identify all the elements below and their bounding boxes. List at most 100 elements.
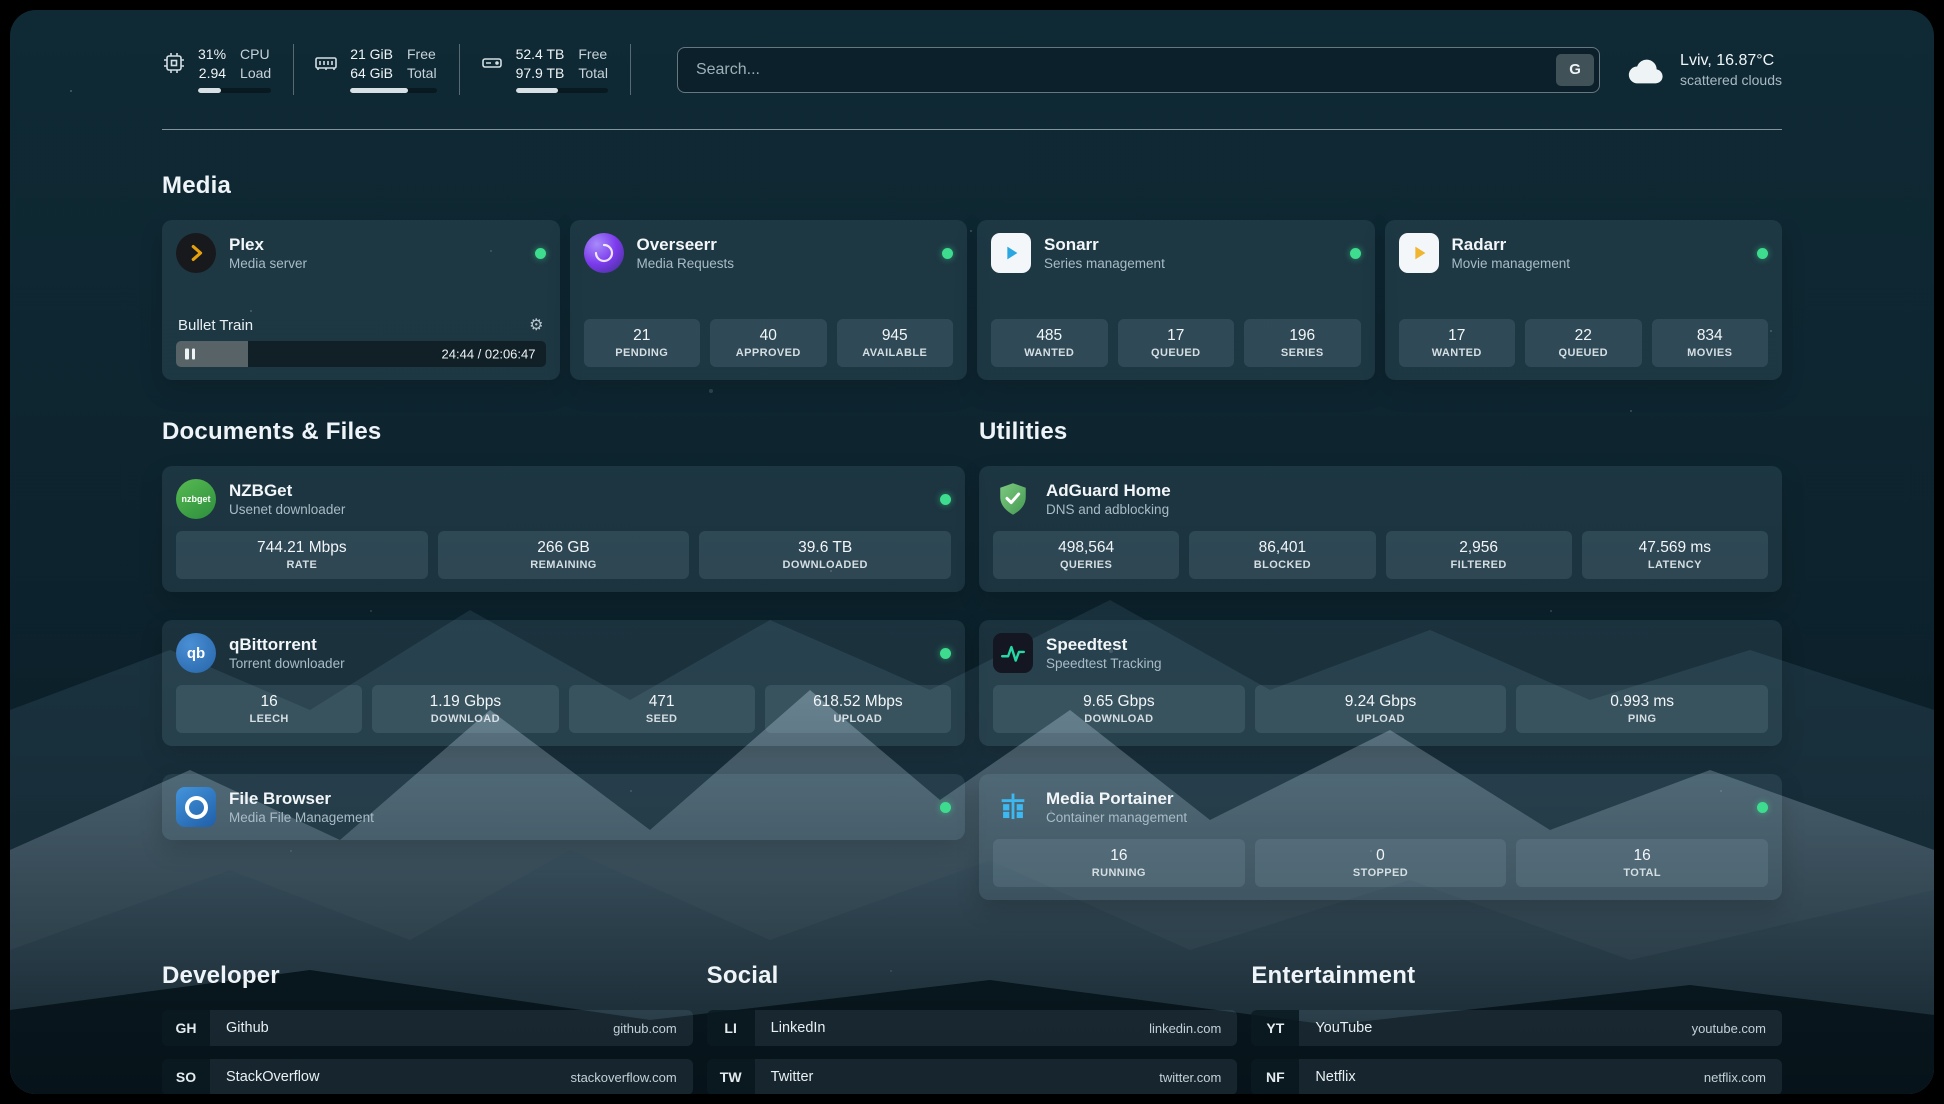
section-social: Social LI LinkedIn linkedin.com TW Twitt…	[706, 962, 1238, 1094]
service-description: Media Requests	[636, 256, 735, 271]
stat-tile: 2,956 FILTERED	[1385, 531, 1572, 579]
stat-tile: 16 LEECH	[176, 685, 363, 733]
bookmark-stackoverflow[interactable]: SO StackOverflow stackoverflow.com	[162, 1059, 693, 1094]
search-input[interactable]	[677, 60, 1552, 79]
service-card-speedtest[interactable]: Speedtest Speedtest Tracking 9.65 Gbps D…	[979, 620, 1782, 746]
status-dot-online	[1757, 247, 1768, 259]
plex-icon	[176, 233, 216, 273]
service-card-nzbget[interactable]: nzbget NZBGet Usenet downloader 744.21 M…	[162, 466, 965, 592]
stat-tile: 196 SERIES	[1244, 319, 1361, 367]
service-description: Series management	[1044, 256, 1165, 271]
memory-total-label: Total	[407, 65, 437, 81]
bookmark-abbr: SO	[162, 1059, 210, 1094]
bookmark-name: YouTube	[1315, 1020, 1373, 1036]
bookmark-url: netflix.com	[1703, 1069, 1766, 1085]
service-name: NZBGet	[229, 481, 293, 500]
bookmark-twitter[interactable]: TW Twitter twitter.com	[706, 1059, 1238, 1094]
disk-total-label: Total	[578, 65, 608, 81]
status-dot-online	[942, 247, 953, 259]
status-dot-online	[940, 493, 951, 505]
bookmark-url: github.com	[613, 1020, 677, 1036]
radarr-icon	[1398, 233, 1439, 273]
stat-tile: 39.6 TB DOWNLOADED	[699, 531, 951, 579]
service-card-adguard[interactable]: AdGuard Home DNS and adblocking 498,564 …	[979, 466, 1782, 592]
now-playing-title: Bullet Train	[178, 317, 254, 334]
service-card-qbittorrent[interactable]: qb qBittorrent Torrent downloader 16	[162, 620, 965, 746]
service-card-radarr[interactable]: Radarr Movie management 17 WANTED 2	[1384, 220, 1782, 380]
bookmark-youtube[interactable]: YT YouTube youtube.com	[1251, 1010, 1782, 1046]
stat-tile: 17 QUEUED	[1117, 319, 1234, 367]
bookmark-abbr: YT	[1251, 1010, 1300, 1046]
bookmark-name: Twitter	[770, 1069, 814, 1085]
portainer-icon	[993, 787, 1033, 827]
service-name: Plex	[229, 235, 264, 254]
service-name: Media Portainer	[1046, 789, 1174, 808]
pause-icon[interactable]	[185, 348, 195, 360]
service-card-filebrowser[interactable]: File Browser Media File Management	[162, 774, 965, 840]
service-name: File Browser	[229, 789, 332, 808]
weather-condition: scattered clouds	[1680, 71, 1782, 88]
status-dot-online	[1757, 801, 1768, 813]
bookmark-abbr: LI	[706, 1010, 755, 1046]
service-card-plex[interactable]: Plex Media server Bullet Train ⚙	[162, 220, 560, 380]
service-card-portainer[interactable]: Media Portainer Container management 16 …	[979, 774, 1782, 900]
bookmark-linkedin[interactable]: LI LinkedIn linkedin.com	[706, 1010, 1238, 1046]
dashboard: 31% CPU 2.94 Load	[10, 10, 1934, 1094]
filebrowser-icon	[176, 787, 216, 827]
status-dot-online	[534, 247, 546, 259]
stat-tile: 22 QUEUED	[1525, 319, 1642, 367]
memory-free-label: Free	[407, 46, 436, 62]
service-card-sonarr[interactable]: Sonarr Series management 485 WANTED	[977, 220, 1375, 380]
stat-tile: 945 AVAILABLE	[836, 319, 953, 367]
stat-tile: 498,564 QUERIES	[993, 531, 1180, 579]
search-engine-button[interactable]: G	[1556, 53, 1595, 86]
service-name: Overseerr	[636, 235, 717, 254]
playback-progress-bar[interactable]: 24:44 / 02:06:47	[176, 341, 546, 367]
stat-tile: 16 RUNNING	[993, 839, 1245, 887]
memory-widget: 21 GiB Free 64 GiB Total	[314, 44, 460, 95]
service-description: Torrent downloader	[229, 656, 345, 671]
weather-widget: Lviv, 16.87°C scattered clouds	[1626, 51, 1782, 89]
section-entertainment: Entertainment YT YouTube youtube.com NF …	[1251, 962, 1782, 1094]
service-name: qBittorrent	[229, 635, 317, 654]
service-description: Speedtest Tracking	[1046, 656, 1162, 671]
bookmark-abbr: TW	[706, 1059, 755, 1094]
cpu-widget: 31% CPU 2.94 Load	[162, 44, 295, 95]
cpu-load-label: Load	[240, 65, 272, 81]
disk-progress-bar	[515, 88, 608, 93]
status-dot-online	[940, 801, 951, 813]
stat-tile: 471 SEED	[568, 685, 755, 733]
stat-tile: 9.24 Gbps UPLOAD	[1254, 685, 1507, 733]
bookmark-url: youtube.com	[1691, 1020, 1766, 1036]
disk-free-label: Free	[578, 46, 608, 62]
bookmark-github[interactable]: GH Github github.com	[162, 1010, 693, 1046]
sonarr-icon	[991, 233, 1031, 273]
disk-total-value: 97.9 TB	[515, 65, 565, 81]
disk-widget: 52.4 TB Free 97.9 TB Total	[480, 44, 631, 95]
disk-free-value: 52.4 TB	[515, 46, 565, 62]
search-bar[interactable]: G	[676, 46, 1601, 93]
bookmark-name: Github	[226, 1020, 269, 1036]
section-title-utilities: Utilities	[979, 418, 1068, 445]
adguard-icon	[993, 479, 1033, 519]
stat-tile: 21 PENDING	[583, 319, 700, 367]
disk-icon	[481, 58, 502, 68]
bookmark-netflix[interactable]: NF Netflix netflix.com	[1251, 1059, 1782, 1094]
memory-free-value: 21 GiB	[350, 46, 393, 62]
memory-total-value: 64 GiB	[350, 65, 393, 81]
service-name: Speedtest	[1046, 635, 1128, 654]
stat-tile: 40 APPROVED	[710, 319, 827, 367]
gear-icon[interactable]: ⚙	[529, 316, 544, 334]
status-dot-online	[1349, 247, 1361, 259]
service-card-overseerr[interactable]: Overseerr Media Requests 21 PENDING	[569, 220, 967, 380]
header-divider	[162, 129, 1782, 130]
service-description: Usenet downloader	[229, 502, 346, 517]
service-description: DNS and adblocking	[1046, 502, 1170, 517]
snow-specks	[70, 90, 72, 92]
stat-tile: 47.569 ms LATENCY	[1581, 531, 1768, 579]
cpu-progress-bar	[198, 88, 272, 93]
service-name: AdGuard Home	[1046, 481, 1171, 500]
stat-tile: 834 MOVIES	[1651, 319, 1768, 367]
service-description: Container management	[1046, 810, 1188, 825]
bookmark-name: LinkedIn	[770, 1020, 826, 1036]
